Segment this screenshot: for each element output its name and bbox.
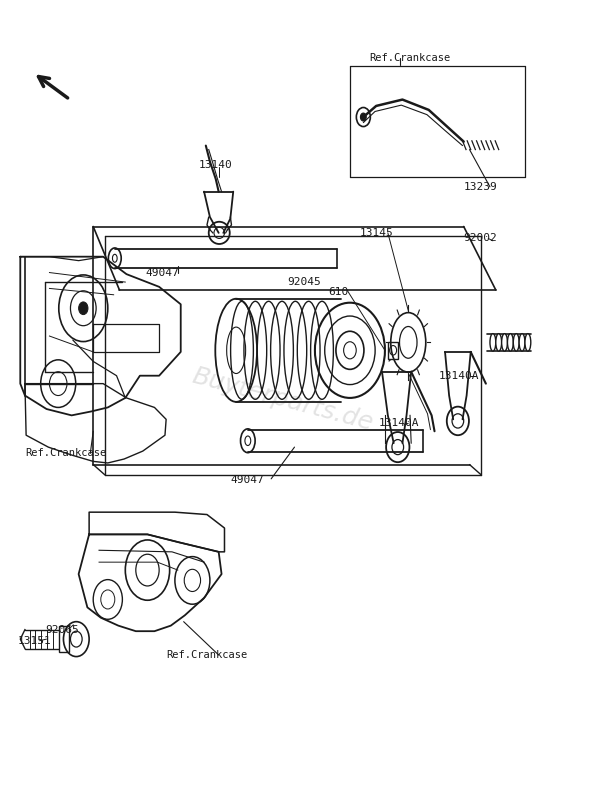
Text: 13145: 13145 [360, 228, 393, 238]
Text: Ref.Crankcase: Ref.Crankcase [25, 448, 106, 459]
Text: 49047: 49047 [230, 475, 264, 486]
Ellipse shape [490, 334, 496, 351]
Text: 92045: 92045 [287, 277, 321, 287]
Bar [388, 342, 398, 359]
Text: Ref.Crankcase: Ref.Crankcase [369, 53, 451, 62]
Text: 92002: 92002 [464, 233, 498, 244]
Text: 49047: 49047 [145, 268, 180, 277]
Ellipse shape [525, 334, 531, 351]
Text: 610: 610 [328, 288, 349, 297]
Circle shape [360, 113, 366, 121]
Text: Ref.Crankcase: Ref.Crankcase [166, 650, 247, 660]
Text: 13140A: 13140A [439, 371, 479, 380]
Ellipse shape [519, 334, 525, 351]
Text: 13239: 13239 [464, 182, 498, 192]
Text: 92065: 92065 [45, 625, 78, 634]
Circle shape [78, 302, 88, 315]
Text: Buyterparts.de: Buyterparts.de [190, 364, 376, 435]
Ellipse shape [513, 334, 519, 351]
Text: 13151: 13151 [17, 636, 51, 646]
Text: 13140A: 13140A [379, 419, 419, 428]
Ellipse shape [502, 334, 508, 351]
Bar [59, 626, 70, 652]
Ellipse shape [508, 334, 513, 351]
Text: 13140: 13140 [198, 161, 232, 170]
Ellipse shape [496, 334, 502, 351]
